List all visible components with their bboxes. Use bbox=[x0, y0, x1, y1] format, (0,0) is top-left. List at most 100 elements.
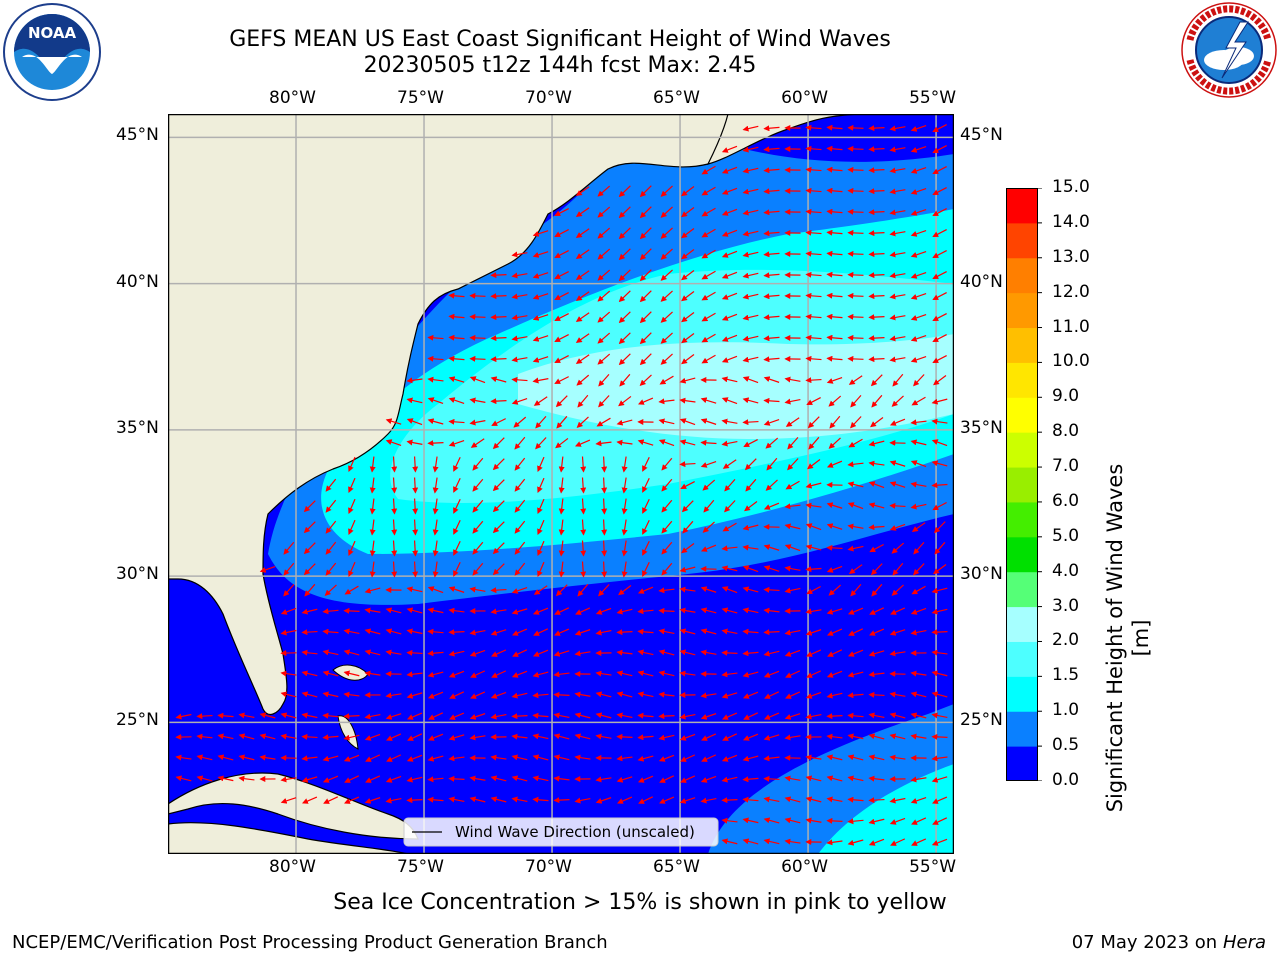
wave-arrow bbox=[868, 460, 885, 467]
wave-arrow bbox=[427, 397, 444, 405]
wave-arrow bbox=[642, 477, 650, 493]
wave-arrow bbox=[764, 712, 780, 720]
wave-arrow bbox=[721, 586, 738, 594]
wave-arrow bbox=[721, 545, 738, 552]
wave-arrow bbox=[658, 754, 675, 762]
wave-arrow bbox=[618, 353, 631, 366]
wave-arrow bbox=[680, 481, 695, 489]
wave-arrow bbox=[702, 479, 716, 491]
wave-arrow bbox=[679, 628, 696, 635]
wave-arrow bbox=[575, 228, 590, 238]
wave-arrow bbox=[763, 670, 780, 678]
wave-arrow bbox=[658, 670, 675, 677]
wave-arrow bbox=[661, 499, 673, 513]
wave-arrow bbox=[847, 313, 864, 320]
colorbar-swatch bbox=[1006, 222, 1038, 259]
wave-arrow bbox=[448, 629, 465, 636]
wave-arrow bbox=[472, 457, 484, 471]
wave-arrow bbox=[580, 498, 587, 515]
wave-arrow bbox=[763, 146, 780, 153]
wave-arrow bbox=[427, 796, 444, 803]
wave-arrow bbox=[721, 628, 738, 635]
wave-arrow bbox=[701, 207, 716, 217]
wave-arrow bbox=[910, 481, 927, 488]
wave-arrow bbox=[826, 775, 843, 782]
wave-arrow bbox=[826, 208, 843, 215]
wave-arrow bbox=[511, 314, 528, 321]
wave-arrow bbox=[303, 521, 316, 534]
wave-arrow bbox=[618, 332, 631, 345]
wave-arrow bbox=[721, 397, 738, 405]
wave-arrow bbox=[763, 293, 780, 300]
wave-arrow bbox=[721, 292, 738, 300]
wave-arrow bbox=[763, 209, 780, 216]
wave-arrow bbox=[449, 691, 465, 699]
wave-arrow bbox=[511, 272, 528, 279]
wave-arrow bbox=[868, 733, 885, 740]
wave-arrow bbox=[555, 437, 569, 449]
wave-arrow bbox=[889, 335, 906, 342]
wave-arrow bbox=[385, 607, 402, 614]
wave-arrow bbox=[721, 187, 738, 195]
wave-arrow bbox=[558, 519, 565, 536]
wave-arrow bbox=[343, 607, 360, 614]
chart-title: GEFS MEAN US East Coast Significant Heig… bbox=[229, 27, 891, 52]
wave-arrow bbox=[826, 250, 843, 257]
wave-arrow bbox=[637, 712, 654, 719]
wave-arrow bbox=[532, 733, 549, 740]
wave-arrow bbox=[412, 540, 419, 557]
lon-label-bottom: 80°W bbox=[269, 857, 316, 877]
colorbar-tick-label: 0.0 bbox=[1052, 770, 1080, 790]
wave-arrow bbox=[847, 692, 864, 699]
wave-arrow bbox=[721, 208, 738, 216]
wave-arrow bbox=[742, 167, 759, 174]
wave-arrow bbox=[700, 692, 717, 699]
wave-arrow bbox=[553, 671, 570, 678]
wave-arrow bbox=[911, 838, 927, 846]
wave-arrow bbox=[472, 478, 484, 492]
wave-arrow bbox=[805, 292, 822, 299]
wave-arrow bbox=[701, 165, 716, 175]
wave-arrow bbox=[598, 395, 610, 408]
wave-arrow bbox=[575, 249, 590, 259]
wave-arrow bbox=[784, 838, 801, 845]
wave-arrow bbox=[301, 776, 318, 783]
wave-arrow bbox=[386, 733, 402, 741]
wave-arrow bbox=[280, 797, 297, 804]
wave-arrow bbox=[826, 313, 843, 320]
wave-arrow bbox=[805, 124, 822, 131]
wave-arrow bbox=[931, 649, 948, 656]
wave-arrow bbox=[576, 416, 589, 428]
wave-arrow bbox=[412, 519, 419, 536]
wave-arrow bbox=[700, 397, 717, 404]
wave-arrow bbox=[721, 649, 738, 656]
wave-arrow bbox=[621, 456, 628, 473]
wave-arrow bbox=[910, 776, 927, 783]
lat-label-left: 40°N bbox=[116, 271, 159, 292]
wave-arrow bbox=[742, 607, 759, 614]
wave-arrow bbox=[322, 755, 339, 762]
wave-arrow bbox=[449, 712, 465, 720]
wave-arrow bbox=[554, 271, 569, 279]
wave-arrow bbox=[742, 524, 759, 531]
wave-arrow bbox=[868, 818, 885, 825]
wave-arrow bbox=[532, 356, 549, 363]
wave-arrow bbox=[322, 775, 339, 783]
wave-arrow bbox=[364, 628, 381, 635]
wave-arrow bbox=[343, 734, 360, 741]
wave-arrow bbox=[742, 314, 759, 321]
wave-arrow bbox=[432, 540, 439, 557]
wave-arrow bbox=[469, 376, 486, 384]
wave-arrow bbox=[805, 796, 822, 803]
wave-arrow bbox=[514, 562, 526, 576]
wave-arrow bbox=[659, 375, 674, 385]
wave-arrow bbox=[889, 460, 906, 467]
wave-arrow bbox=[490, 691, 507, 699]
wave-arrow bbox=[806, 649, 822, 657]
wave-arrow bbox=[910, 419, 927, 426]
wave-arrow bbox=[303, 500, 316, 513]
wave-arrow bbox=[932, 501, 947, 511]
wave-arrow bbox=[637, 734, 654, 741]
wave-arrow bbox=[511, 670, 528, 678]
wave-arrow bbox=[511, 335, 528, 342]
